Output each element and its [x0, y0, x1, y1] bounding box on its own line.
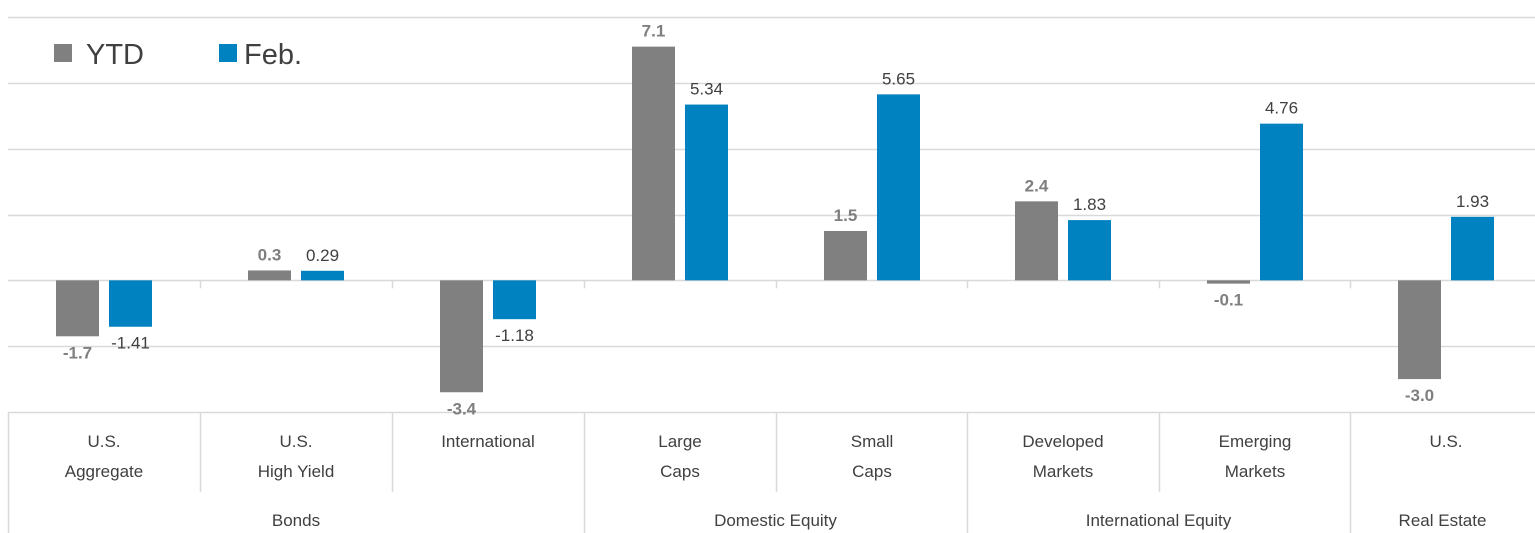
data-label-series-a: 1.5	[834, 206, 858, 225]
data-label-series-a: -3.0	[1405, 386, 1434, 405]
bar-series-b	[1068, 220, 1111, 281]
group-label: Domestic Equity	[714, 511, 837, 530]
category-axis: U.S. Aggregate U.S. High Yield International…	[7, 280, 1487, 533]
gridlines	[8, 16, 1535, 414]
data-label-series-b: 1.83	[1073, 195, 1106, 214]
bar-series-b	[1451, 216, 1494, 281]
bar-series-a	[1015, 201, 1058, 281]
data-labels: -1.7 0.3 -3.4 7.1 1.5 2.4 -0.1 -3.0 -1.41 0.29 -1.…	[63, 22, 1489, 419]
bar-series-b	[109, 280, 152, 327]
data-label-series-a: 2.4	[1025, 176, 1049, 195]
data-label-series-b: 0.29	[306, 246, 339, 265]
category-tick-label: Emerging Markets	[1219, 432, 1292, 481]
bar-series-b	[877, 94, 920, 281]
group-label: Bonds	[272, 511, 320, 530]
bar-series-a	[1398, 280, 1441, 380]
legend-swatch-series-a	[54, 44, 72, 62]
category-tick-label: Small Caps	[851, 432, 894, 481]
group-label: Real Estate	[1399, 511, 1487, 530]
bars	[56, 46, 1494, 393]
category-tick-label: U.S. Aggregate	[65, 432, 143, 481]
legend-swatch-series-b	[219, 44, 237, 62]
legend-label-series-b: Feb.	[244, 39, 302, 71]
bar-series-a	[632, 46, 675, 281]
legend: YTD Feb.	[54, 39, 302, 71]
data-label-series-a: 0.3	[258, 245, 282, 264]
bar-series-a	[440, 280, 483, 393]
bar-series-a	[824, 230, 867, 281]
data-label-series-a: -1.7	[63, 343, 92, 362]
data-label-series-b: 4.76	[1265, 99, 1298, 118]
data-label-series-a: 7.1	[642, 22, 666, 41]
data-label-series-b: -1.18	[495, 326, 534, 345]
bar-series-b	[301, 270, 344, 281]
bar-series-a	[1207, 280, 1250, 284]
category-tick-label: U.S.	[1429, 432, 1462, 451]
bar-series-a	[248, 270, 291, 281]
category-tick-label: International	[441, 432, 535, 451]
category-tick-label: Large Caps	[658, 432, 701, 481]
data-label-series-a: -3.4	[447, 399, 477, 418]
bar-series-b	[493, 280, 536, 320]
bar-series-b	[685, 104, 728, 281]
legend-label-series-a: YTD	[86, 39, 144, 71]
data-label-series-b: 5.65	[882, 69, 915, 88]
data-label-series-b: 1.93	[1456, 192, 1489, 211]
bar-series-b	[1260, 123, 1303, 281]
group-label: International Equity	[1086, 511, 1232, 530]
bar-series-a	[56, 280, 99, 337]
data-label-series-b: -1.41	[111, 334, 150, 353]
data-label-series-b: 5.34	[690, 80, 723, 99]
data-label-series-a: -0.1	[1214, 291, 1243, 310]
category-tick-label: Developed Markets	[1022, 432, 1103, 481]
category-tick-label: U.S. High Yield	[258, 432, 335, 481]
